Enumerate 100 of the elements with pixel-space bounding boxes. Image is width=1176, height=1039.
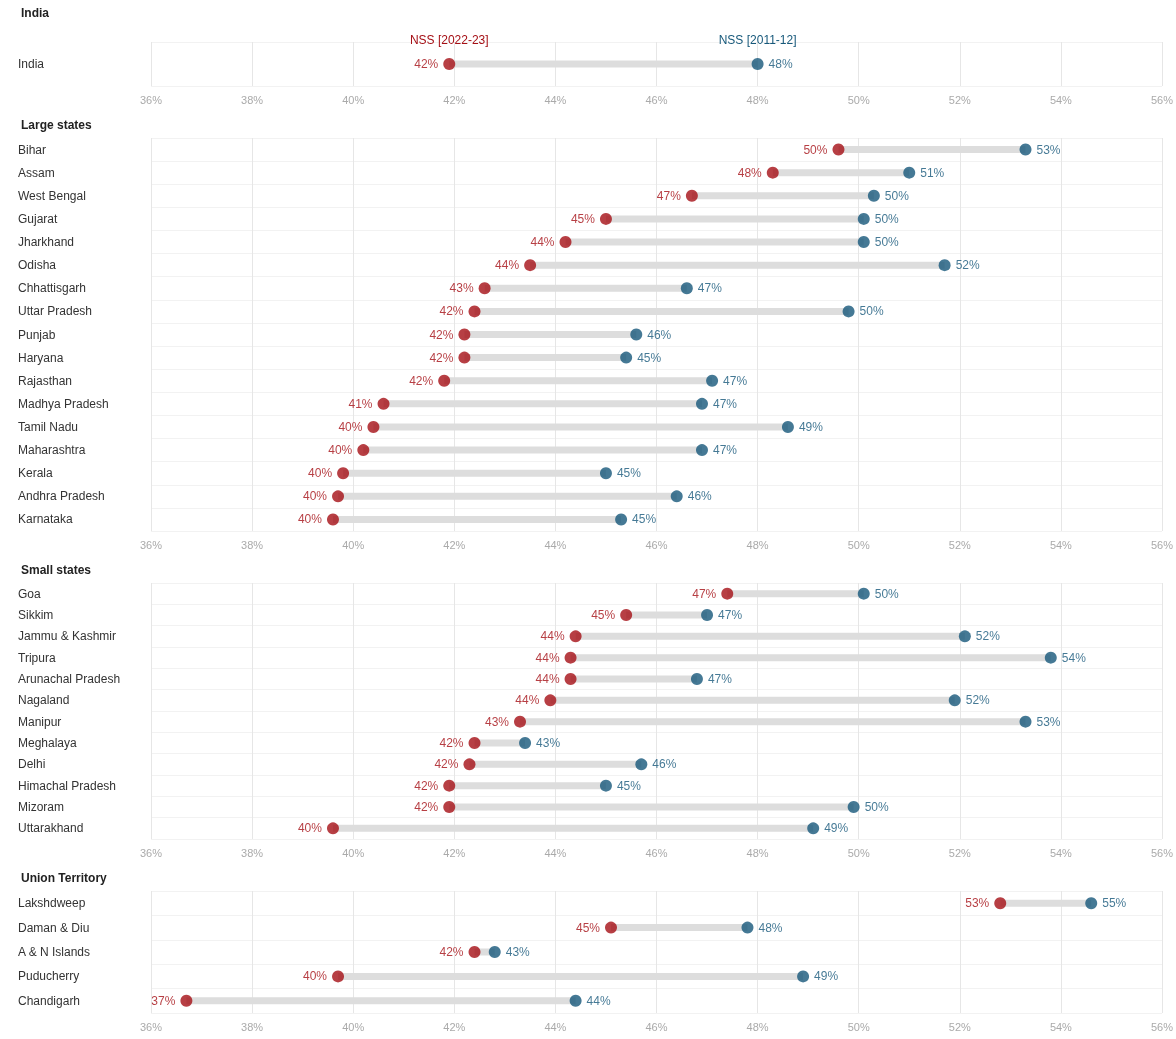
chart-title: Large states — [21, 118, 93, 132]
data-label: 43% — [449, 281, 474, 296]
y-tick-label: Odisha — [18, 258, 57, 273]
data-label: 42% — [414, 800, 439, 814]
data-label: 44% — [515, 693, 540, 708]
data-label: 50% — [864, 800, 889, 814]
data-label: 49% — [824, 821, 849, 836]
y-tick-label: Lakshdweep — [18, 896, 86, 911]
data-label: 53% — [965, 896, 990, 911]
x-tick-label: 52% — [948, 93, 972, 106]
data-label: 47% — [712, 443, 738, 458]
x-tick-label: 40% — [342, 538, 365, 551]
data-label: 47% — [718, 608, 743, 622]
data-label: 45% — [575, 920, 601, 935]
x-tick-label: 38% — [241, 93, 264, 106]
x-tick-label: 50% — [847, 93, 870, 106]
y-tick-label: Uttar Pradesh — [18, 304, 93, 319]
data-label: 52% — [965, 693, 991, 708]
data-label: 50% — [803, 142, 828, 157]
x-tick-label: 44% — [544, 1020, 567, 1033]
y-tick-label: Madhya Pradesh — [18, 396, 109, 411]
x-tick-label: 50% — [847, 1020, 870, 1033]
y-tick-label: Jharkhand — [18, 235, 75, 250]
x-tick-label: 46% — [645, 93, 668, 106]
data-label: 52% — [975, 629, 1001, 644]
data-label: 46% — [652, 757, 677, 772]
data-label: 45% — [632, 512, 657, 527]
data-label: 53% — [1036, 142, 1061, 157]
data-label: 48% — [758, 920, 783, 935]
data-label: 47% — [707, 672, 733, 686]
y-tick-label: Assam — [18, 165, 55, 180]
chart-title: Small states — [21, 563, 92, 577]
x-tick-label: 46% — [645, 538, 668, 551]
data-label: 47% — [712, 396, 738, 411]
data-label: 47% — [697, 281, 723, 296]
data-label: 44% — [530, 235, 555, 250]
y-tick-label: Haryana — [18, 350, 64, 365]
x-tick-label: 36% — [139, 538, 163, 551]
y-tick-label: Tamil Nadu — [18, 419, 79, 434]
x-tick-label: 56% — [1150, 538, 1174, 551]
x-tick-label: 36% — [139, 1020, 163, 1033]
y-tick-label: Meghalaya — [18, 736, 78, 750]
data-label: 42% — [434, 757, 459, 772]
data-label: 42% — [439, 736, 464, 750]
data-label: 42% — [439, 304, 464, 319]
x-tick-label: 46% — [645, 846, 668, 859]
data-label: 44% — [535, 672, 560, 686]
y-tick-label: Kerala — [18, 466, 54, 481]
y-tick-label: Manipur — [18, 714, 62, 729]
data-label: 42% — [439, 945, 464, 959]
x-tick-label: 48% — [746, 538, 769, 551]
x-tick-label: 48% — [746, 93, 769, 106]
data-label: 46% — [687, 489, 713, 504]
y-tick-label: West Bengal — [18, 188, 86, 203]
x-tick-label: 50% — [847, 538, 870, 551]
data-label: 40% — [303, 969, 328, 984]
x-tick-label: 54% — [1049, 846, 1073, 859]
data-label: 45% — [637, 350, 662, 365]
y-tick-label: Chandigarh — [18, 993, 81, 1008]
data-label: 47% — [656, 188, 682, 203]
data-label: 43% — [536, 736, 561, 750]
data-label: 40% — [297, 512, 323, 527]
data-label: 50% — [874, 235, 900, 250]
x-tick-label: 56% — [1150, 1020, 1174, 1033]
data-label: 44% — [586, 993, 611, 1008]
x-tick-label: 38% — [241, 538, 264, 551]
y-tick-label: Rajasthan — [18, 373, 73, 388]
y-tick-label: Nagaland — [18, 693, 70, 708]
x-tick-label: 42% — [443, 538, 466, 551]
data-label: 51% — [920, 165, 945, 180]
data-label: 42% — [414, 57, 439, 71]
data-label: 44% — [495, 258, 520, 273]
x-tick-label: 52% — [948, 1020, 972, 1033]
y-tick-label: Goa — [18, 586, 42, 601]
data-label: 50% — [874, 211, 900, 226]
x-tick-label: 44% — [544, 538, 567, 551]
data-label: 40% — [297, 821, 323, 836]
data-label: 42% — [429, 327, 454, 342]
data-label: 42% — [429, 350, 454, 365]
data-label: 49% — [798, 419, 824, 434]
y-tick-label: Mizoram — [18, 800, 65, 814]
data-label: 44% — [535, 650, 560, 665]
x-tick-label: 44% — [544, 846, 567, 859]
y-tick-label: A & N Islands — [18, 945, 91, 959]
x-tick-label: 42% — [443, 1020, 466, 1033]
x-tick-label: 36% — [139, 846, 163, 859]
y-tick-label: Bihar — [18, 142, 47, 157]
x-tick-label: 40% — [342, 846, 365, 859]
data-label: 42% — [409, 373, 434, 388]
y-tick-label: Daman & Diu — [18, 920, 90, 935]
x-tick-label: 52% — [948, 538, 972, 551]
series-label: NSS [2022-23] — [409, 33, 489, 47]
data-label: 43% — [484, 714, 510, 729]
y-tick-label: Andhra Pradesh — [18, 489, 105, 504]
data-label: 52% — [955, 258, 980, 273]
x-tick-label: 54% — [1049, 1020, 1073, 1033]
y-tick-label: Himachal Pradesh — [18, 778, 117, 793]
data-label: 42% — [414, 778, 439, 793]
data-label: 50% — [859, 304, 884, 319]
data-label: 48% — [737, 165, 763, 180]
